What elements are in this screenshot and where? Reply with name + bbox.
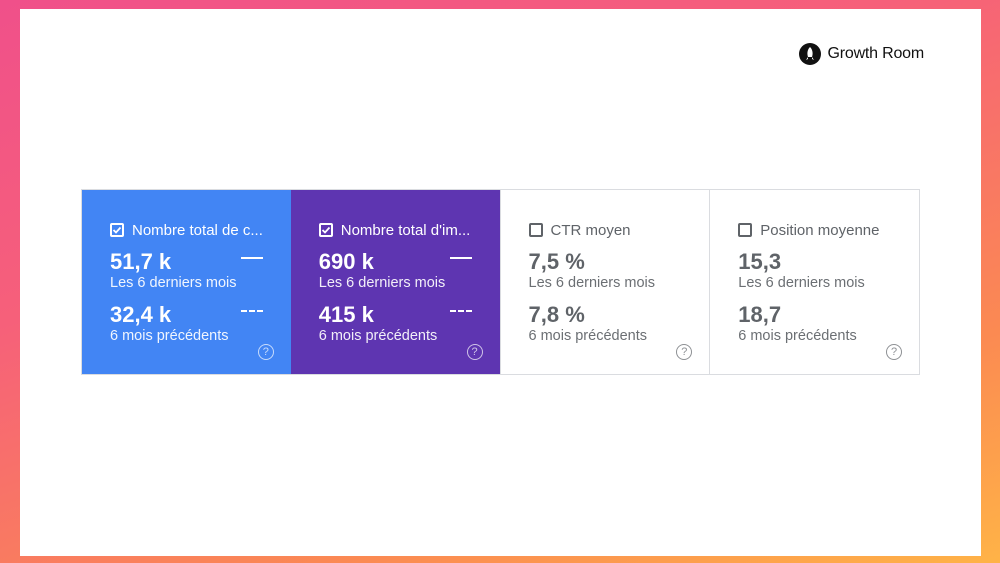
solid-line-legend-icon xyxy=(449,257,472,259)
help-icon[interactable]: ? xyxy=(676,344,693,360)
checkbox-unchecked-icon[interactable] xyxy=(738,223,753,237)
current-value: 7,5 % xyxy=(528,249,585,274)
previous-value: 18,7 xyxy=(738,302,782,327)
dashed-line-legend-icon xyxy=(449,310,472,312)
metric-card-clicks[interactable]: Nombre total de c... 51,7 k Les 6 dernie… xyxy=(82,190,291,374)
help-icon[interactable]: ? xyxy=(257,344,274,360)
help-icon[interactable]: ? xyxy=(886,344,902,360)
brand: Growth Room xyxy=(798,43,925,65)
previous-period: 6 mois précédents xyxy=(738,328,857,344)
previous-period: 6 mois précédents xyxy=(528,328,647,344)
previous-period: 6 mois précédents xyxy=(110,328,229,344)
checkbox-unchecked-icon[interactable] xyxy=(528,223,543,237)
metric-label: Nombre total de c... xyxy=(132,221,263,239)
metric-card-position[interactable]: Position moyenne 15,3 Les 6 derniers moi… xyxy=(709,190,919,374)
metric-card-impressions[interactable]: Nombre total d'im... 690 k Les 6 dernier… xyxy=(290,190,500,374)
previous-value: 7,8 % xyxy=(528,302,585,327)
dashed-line-legend-icon xyxy=(240,310,263,312)
brand-name: Growth Room xyxy=(827,45,925,62)
previous-value: 32,4 k xyxy=(110,302,172,327)
solid-line-legend-icon xyxy=(240,257,263,259)
current-value: 690 k xyxy=(318,249,374,274)
rocket-icon xyxy=(798,43,821,65)
metric-label: Nombre total d'im... xyxy=(340,221,471,239)
current-value: 51,7 k xyxy=(110,249,172,274)
current-period: Les 6 derniers mois xyxy=(110,275,237,291)
checkbox-checked-icon[interactable] xyxy=(110,223,124,237)
metric-cards: Nombre total de c... 51,7 k Les 6 dernie… xyxy=(81,189,920,375)
metric-label: Position moyenne xyxy=(760,221,880,239)
current-period: Les 6 derniers mois xyxy=(528,275,656,291)
metric-label: CTR moyen xyxy=(550,221,631,239)
previous-period: 6 mois précédents xyxy=(318,328,438,344)
current-period: Les 6 derniers mois xyxy=(738,275,865,291)
metric-card-ctr[interactable]: CTR moyen 7,5 % Les 6 derniers mois 7,8 … xyxy=(499,190,710,374)
slide-frame: Growth Room Nombre total de c... 51,7 k … xyxy=(20,9,981,556)
current-period: Les 6 derniers mois xyxy=(318,275,446,291)
current-value: 15,3 xyxy=(738,249,782,274)
help-icon[interactable]: ? xyxy=(466,344,483,360)
checkbox-checked-icon[interactable] xyxy=(318,223,333,237)
previous-value: 415 k xyxy=(318,302,374,327)
